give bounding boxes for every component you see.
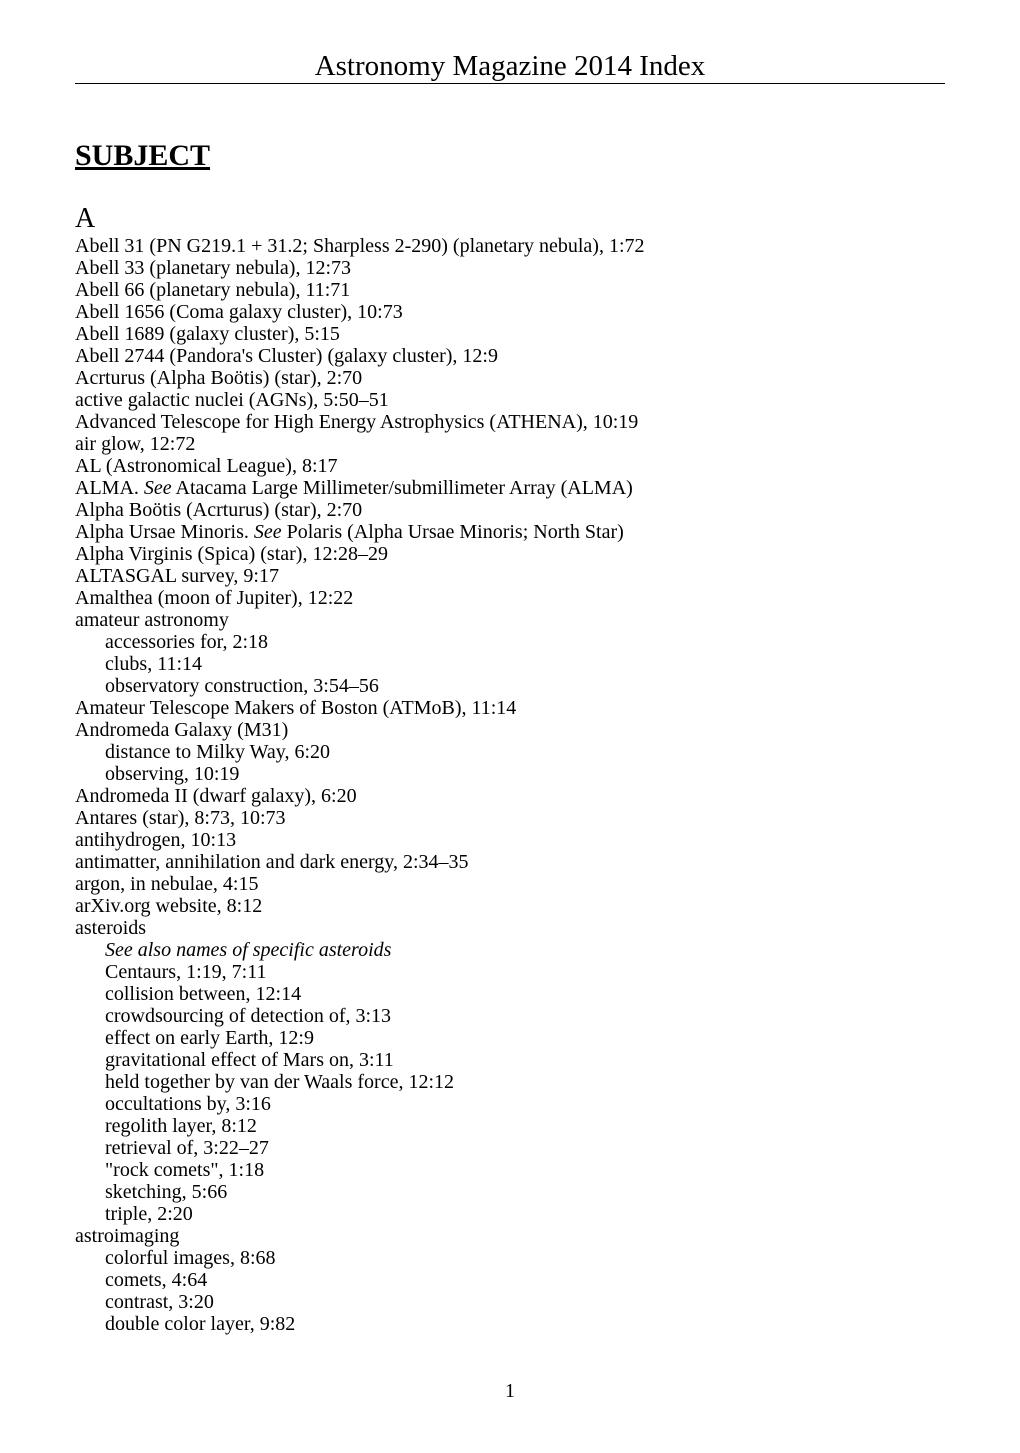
- index-entry: Abell 66 (planetary nebula), 11:71: [75, 279, 945, 301]
- index-entry: colorful images, 8:68: [105, 1247, 945, 1269]
- index-entry: ALMA. See Atacama Large Millimeter/submi…: [75, 477, 945, 499]
- page-title: Astronomy Magazine 2014 Index: [75, 50, 945, 84]
- index-entry: See also names of specific asteroids: [105, 939, 945, 961]
- index-entry: Abell 33 (planetary nebula), 12:73: [75, 257, 945, 279]
- index-entry: comets, 4:64: [105, 1269, 945, 1291]
- index-entry: Andromeda Galaxy (M31): [75, 719, 945, 741]
- letter-heading: A: [75, 203, 945, 235]
- index-entry: Advanced Telescope for High Energy Astro…: [75, 411, 945, 433]
- index-entry: arXiv.org website, 8:12: [75, 895, 945, 917]
- index-entry: astroimaging: [75, 1225, 945, 1247]
- index-entry: Antares (star), 8:73, 10:73: [75, 807, 945, 829]
- index-entry: air glow, 12:72: [75, 433, 945, 455]
- index-entries: Abell 31 (PN G219.1 + 31.2; Sharpless 2-…: [75, 235, 945, 1335]
- index-entry: Alpha Boötis (Acrturus) (star), 2:70: [75, 499, 945, 521]
- index-entry: sketching, 5:66: [105, 1181, 945, 1203]
- index-entry: retrieval of, 3:22–27: [105, 1137, 945, 1159]
- index-entry: occultations by, 3:16: [105, 1093, 945, 1115]
- section-heading: SUBJECT: [75, 139, 945, 173]
- index-entry: Alpha Ursae Minoris. See Polaris (Alpha …: [75, 521, 945, 543]
- index-entry: Amalthea (moon of Jupiter), 12:22: [75, 587, 945, 609]
- index-entry: antimatter, annihilation and dark energy…: [75, 851, 945, 873]
- index-entry: double color layer, 9:82: [105, 1313, 945, 1335]
- index-entry: contrast, 3:20: [105, 1291, 945, 1313]
- index-entry: Abell 31 (PN G219.1 + 31.2; Sharpless 2-…: [75, 235, 945, 257]
- index-entry: ALTASGAL survey, 9:17: [75, 565, 945, 587]
- index-entry: effect on early Earth, 12:9: [105, 1027, 945, 1049]
- index-entry: distance to Milky Way, 6:20: [105, 741, 945, 763]
- index-entry: Amateur Telescope Makers of Boston (ATMo…: [75, 697, 945, 719]
- index-entry: "rock comets", 1:18: [105, 1159, 945, 1181]
- index-entry: Alpha Virginis (Spica) (star), 12:28–29: [75, 543, 945, 565]
- index-entry: Centaurs, 1:19, 7:11: [105, 961, 945, 983]
- index-entry: antihydrogen, 10:13: [75, 829, 945, 851]
- page-number: 1: [75, 1380, 945, 1403]
- index-entry: held together by van der Waals force, 12…: [105, 1071, 945, 1093]
- index-entry: triple, 2:20: [105, 1203, 945, 1225]
- index-entry: Acrturus (Alpha Boötis) (star), 2:70: [75, 367, 945, 389]
- index-entry: Andromeda II (dwarf galaxy), 6:20: [75, 785, 945, 807]
- index-entry: AL (Astronomical League), 8:17: [75, 455, 945, 477]
- index-entry: argon, in nebulae, 4:15: [75, 873, 945, 895]
- index-entry: Abell 1656 (Coma galaxy cluster), 10:73: [75, 301, 945, 323]
- index-entry: regolith layer, 8:12: [105, 1115, 945, 1137]
- index-entry: Abell 1689 (galaxy cluster), 5:15: [75, 323, 945, 345]
- index-entry: gravitational effect of Mars on, 3:11: [105, 1049, 945, 1071]
- index-entry: clubs, 11:14: [105, 653, 945, 675]
- index-entry: amateur astronomy: [75, 609, 945, 631]
- index-entry: crowdsourcing of detection of, 3:13: [105, 1005, 945, 1027]
- index-entry: observing, 10:19: [105, 763, 945, 785]
- index-entry: Abell 2744 (Pandora's Cluster) (galaxy c…: [75, 345, 945, 367]
- index-entry: collision between, 12:14: [105, 983, 945, 1005]
- index-entry: asteroids: [75, 917, 945, 939]
- index-entry: active galactic nuclei (AGNs), 5:50–51: [75, 389, 945, 411]
- index-entry: accessories for, 2:18: [105, 631, 945, 653]
- index-entry: observatory construction, 3:54–56: [105, 675, 945, 697]
